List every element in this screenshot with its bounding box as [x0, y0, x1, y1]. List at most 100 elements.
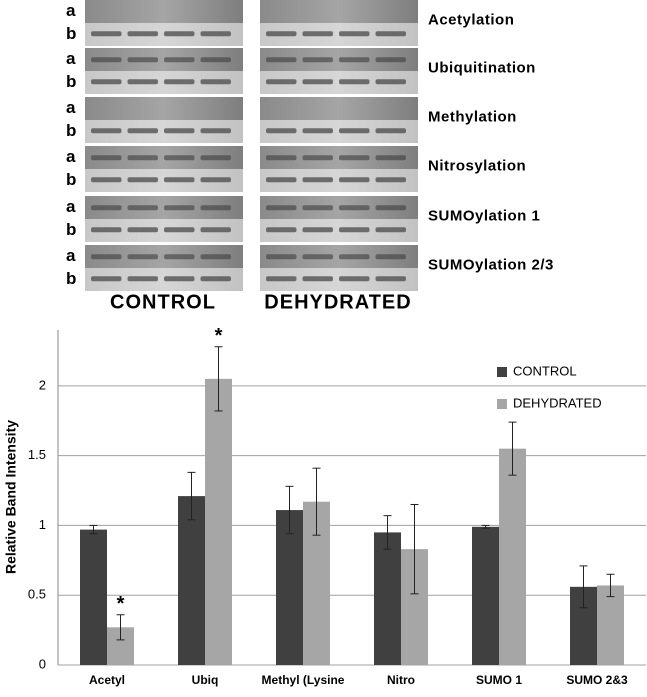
legend-label: CONTROL	[513, 363, 577, 378]
blot-band	[127, 31, 158, 37]
blot-band	[339, 177, 370, 183]
row-label: Ubiquitination	[428, 60, 536, 77]
bar	[276, 510, 303, 665]
row-label: SUMOylation 1	[428, 208, 540, 225]
x-tick-label: SUMO 2&3	[566, 673, 628, 687]
blot-band	[302, 254, 333, 260]
y-tick-label: 1.5	[28, 447, 46, 462]
blot-band	[339, 79, 370, 85]
error-bar	[312, 467, 321, 536]
row-label: Nitrosylation	[428, 158, 526, 175]
error-bar	[285, 485, 294, 535]
blot-strip-b	[260, 120, 418, 143]
lane-label: a	[66, 246, 76, 265]
group-label: CONTROL	[110, 291, 216, 313]
lane-label: a	[66, 98, 76, 117]
bar	[472, 526, 499, 665]
error-bar	[508, 421, 517, 476]
lane-label: a	[66, 1, 76, 20]
blot-band	[375, 79, 406, 85]
bar	[499, 448, 526, 665]
blot-band	[127, 276, 158, 282]
blot-band	[375, 177, 406, 183]
blot-band	[375, 276, 406, 282]
blot-band	[91, 155, 122, 161]
blot-band	[91, 276, 122, 282]
blot-band	[302, 57, 333, 63]
blot-band	[200, 205, 231, 211]
blot-band	[91, 57, 122, 63]
error-bar	[410, 503, 419, 595]
blot-band	[266, 227, 297, 233]
blot-strip-b	[260, 268, 418, 291]
blot-band	[266, 128, 297, 134]
error-bar	[579, 565, 588, 609]
blot-band	[266, 79, 297, 85]
bar	[80, 529, 107, 665]
blot-band	[200, 79, 231, 85]
blot-band	[127, 254, 158, 260]
blot-band	[164, 79, 195, 85]
significance-marker: *	[117, 593, 125, 615]
error-bar	[481, 524, 490, 529]
blot-band	[127, 128, 158, 134]
blot-strip-b	[260, 23, 418, 46]
bar	[374, 532, 401, 665]
error-bar	[383, 515, 392, 550]
blot-panel: abAcetylationabUbiquitinationabMethylati…	[66, 0, 554, 291]
lane-label: b	[66, 24, 76, 43]
blot-band	[339, 31, 370, 37]
blot-band	[339, 57, 370, 63]
y-tick-label: 1	[39, 517, 46, 532]
lane-label: b	[66, 72, 76, 91]
blot-band	[164, 155, 195, 161]
blot-band	[375, 31, 406, 37]
error-bar	[606, 573, 615, 598]
blot-strip-a	[85, 97, 243, 120]
blot-band	[91, 205, 122, 211]
blot-band	[200, 57, 231, 63]
blot-band	[127, 177, 158, 183]
blot-band	[200, 177, 231, 183]
blot-strip-b	[85, 169, 243, 192]
blot-band	[200, 276, 231, 282]
significance-marker: *	[215, 325, 223, 347]
blot-band	[375, 128, 406, 134]
blot-band	[127, 79, 158, 85]
blot-band	[302, 155, 333, 161]
y-tick-label: 2	[39, 377, 46, 392]
blot-band	[302, 276, 333, 282]
row-label: Acetylation	[428, 12, 514, 29]
blot-strip-b	[85, 23, 243, 46]
lane-label: b	[66, 220, 76, 239]
blot-band	[339, 205, 370, 211]
blot-band	[91, 254, 122, 260]
blot-band	[164, 31, 195, 37]
row-label: SUMOylation 2/3	[428, 257, 554, 274]
lane-label: a	[66, 147, 76, 166]
blot-band	[339, 254, 370, 260]
blot-band	[127, 205, 158, 211]
blot-band	[200, 155, 231, 161]
blot-band	[302, 177, 333, 183]
blot-strip-a	[260, 97, 418, 120]
blot-band	[302, 31, 333, 37]
lane-label: b	[66, 269, 76, 288]
blot-band	[266, 177, 297, 183]
blot-band	[164, 227, 195, 233]
blot-band	[266, 254, 297, 260]
blot-band	[302, 205, 333, 211]
error-bar	[89, 524, 98, 535]
blot-band	[266, 155, 297, 161]
y-tick-label: 0	[39, 656, 46, 671]
blot-band	[91, 79, 122, 85]
blot-strip-b	[260, 71, 418, 94]
blot-strip-b	[85, 268, 243, 291]
blot-band	[91, 177, 122, 183]
y-axis-title: Relative Band Intensity	[3, 420, 19, 574]
x-tick-label: SUMO 1	[476, 673, 522, 687]
blot-band	[266, 276, 297, 282]
blot-band	[164, 57, 195, 63]
x-tick-label: Nitro	[387, 673, 415, 687]
